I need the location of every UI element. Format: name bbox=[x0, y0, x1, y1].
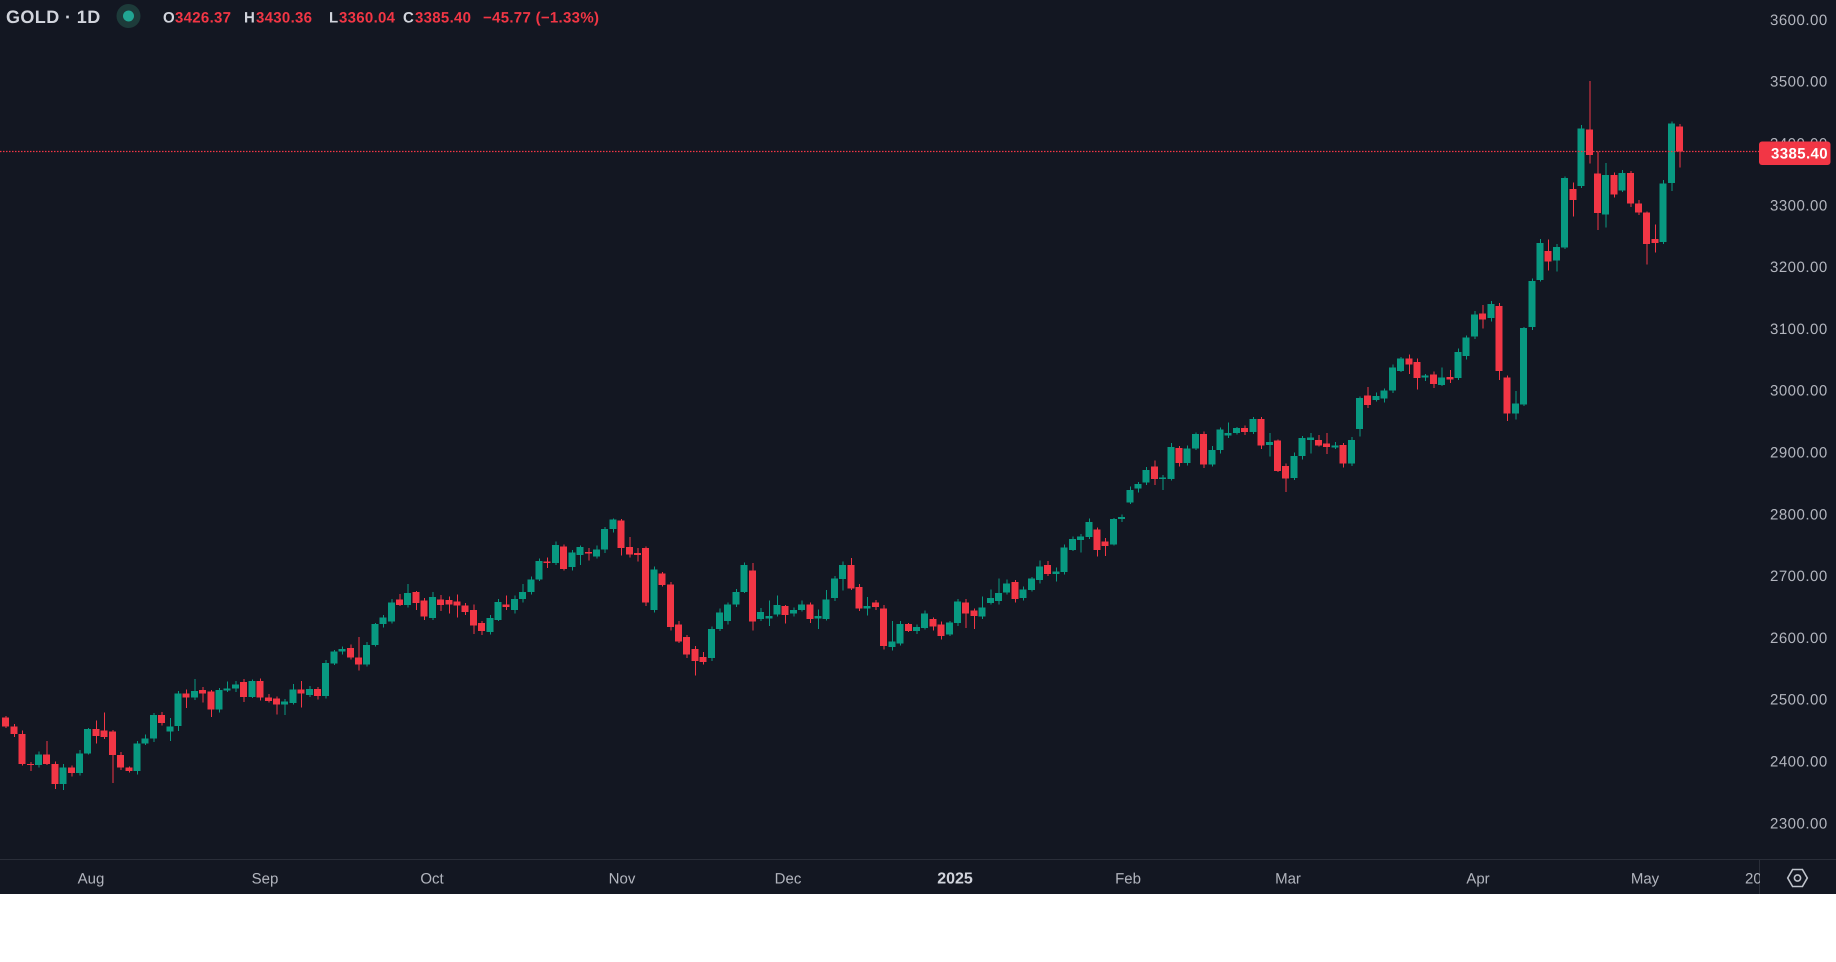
svg-text:3200.00: 3200.00 bbox=[1770, 259, 1828, 276]
svg-text:Aug: Aug bbox=[78, 871, 105, 888]
svg-text:H: H bbox=[244, 10, 255, 27]
svg-text:3500.00: 3500.00 bbox=[1770, 74, 1828, 91]
svg-text:Oct: Oct bbox=[420, 871, 444, 888]
svg-text:2800.00: 2800.00 bbox=[1770, 506, 1828, 523]
svg-text:3360.04: 3360.04 bbox=[339, 10, 396, 27]
svg-text:3430.36: 3430.36 bbox=[256, 10, 312, 27]
svg-text:C: C bbox=[403, 10, 414, 27]
svg-text:Dec: Dec bbox=[775, 871, 802, 888]
svg-text:2025: 2025 bbox=[937, 871, 973, 888]
svg-text:3100.00: 3100.00 bbox=[1770, 321, 1828, 338]
svg-text:Sep: Sep bbox=[252, 871, 279, 888]
svg-text:May: May bbox=[1631, 871, 1660, 888]
svg-text:2600.00: 2600.00 bbox=[1770, 630, 1828, 647]
svg-text:Mar: Mar bbox=[1275, 871, 1301, 888]
svg-text:2500.00: 2500.00 bbox=[1770, 692, 1828, 709]
svg-text:Apr: Apr bbox=[1466, 871, 1489, 888]
svg-text:2700.00: 2700.00 bbox=[1770, 568, 1828, 585]
svg-text:L: L bbox=[329, 10, 338, 27]
svg-text:−45.77 (−1.33%): −45.77 (−1.33%) bbox=[483, 10, 599, 27]
svg-text:3600.00: 3600.00 bbox=[1770, 12, 1828, 29]
svg-text:2400.00: 2400.00 bbox=[1770, 754, 1828, 771]
svg-text:3385.40: 3385.40 bbox=[1771, 145, 1828, 162]
svg-text:3385.40: 3385.40 bbox=[415, 10, 471, 27]
svg-text:3300.00: 3300.00 bbox=[1770, 197, 1828, 214]
svg-text:O: O bbox=[163, 10, 175, 27]
svg-text:2900.00: 2900.00 bbox=[1770, 445, 1828, 462]
svg-text:3000.00: 3000.00 bbox=[1770, 383, 1828, 400]
svg-text:Feb: Feb bbox=[1115, 871, 1141, 888]
svg-text:20: 20 bbox=[1745, 871, 1762, 888]
svg-text:Nov: Nov bbox=[609, 871, 636, 888]
svg-text:3426.37: 3426.37 bbox=[175, 10, 231, 27]
svg-text:GOLD · 1D: GOLD · 1D bbox=[6, 7, 101, 27]
svg-text:2300.00: 2300.00 bbox=[1770, 815, 1828, 832]
